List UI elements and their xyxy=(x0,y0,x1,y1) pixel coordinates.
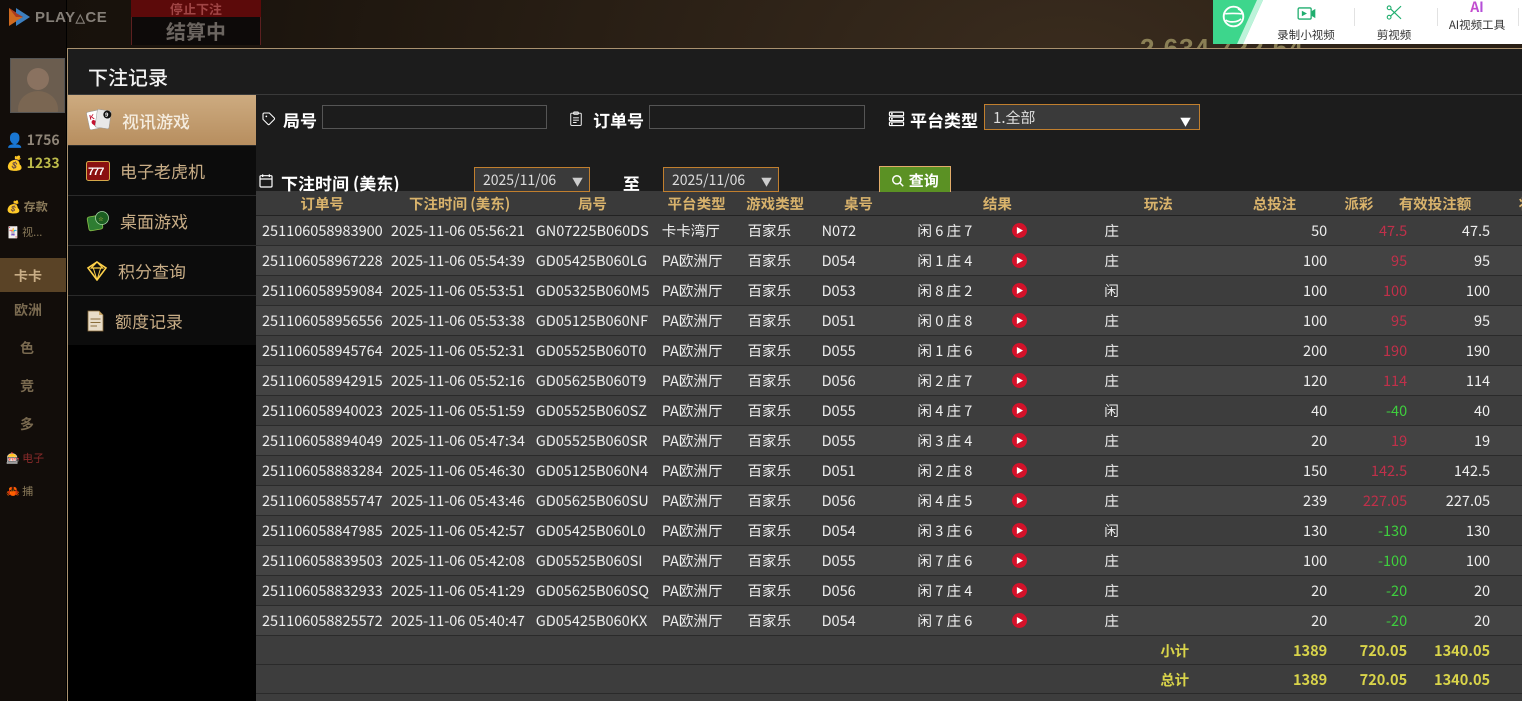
svg-text:☆: ☆ xyxy=(98,215,103,222)
svg-text:777: 777 xyxy=(88,166,104,178)
